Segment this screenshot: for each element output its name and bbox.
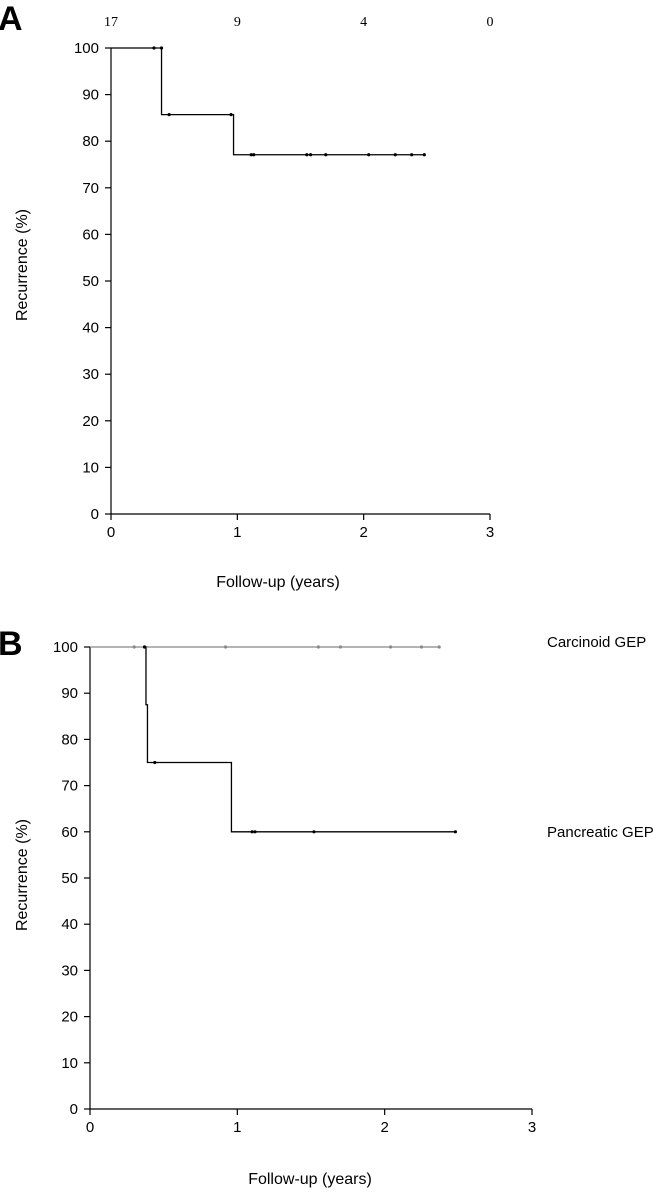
censor-mark	[453, 830, 457, 834]
y-tick-label: 50	[61, 870, 78, 887]
panel-a-x-axis-title: Follow-up (years)	[216, 574, 340, 591]
censor-mark	[142, 645, 147, 649]
y-tick-label: 0	[91, 506, 99, 523]
panel-b: B 0 10 20 30 40 50 60 70 80 90 100 0 1 2 3 Carcinoid G…	[0, 625, 654, 1188]
series-line-series-0	[111, 47, 425, 156]
censor-mark	[223, 645, 228, 649]
y-tick-label: 100	[53, 639, 78, 656]
number-at-risk-label: 9	[234, 15, 241, 30]
y-tick-label: 20	[82, 413, 99, 430]
censor-mark	[309, 153, 313, 157]
censor-mark	[167, 113, 171, 117]
panel-b-x-axis-title: Follow-up (years)	[248, 1171, 372, 1188]
censor-mark	[153, 760, 157, 765]
censor-mark	[324, 153, 328, 157]
censor-mark	[388, 645, 393, 649]
panel-b-series-labels: Carcinoid GEP Pancreatic GEP	[547, 634, 654, 841]
panel-a-plot: 0 10 20 30 40 50 60 70 80 90 100 0 1 2 3	[74, 40, 494, 541]
censor-mark	[249, 153, 253, 157]
censor-mark	[252, 153, 256, 157]
y-tick-label: 40	[61, 916, 78, 933]
panel-a-label: A	[0, 0, 23, 38]
panel-a-y-axis-title: Recurrence (%)	[14, 209, 31, 321]
y-tick-label: 10	[61, 1055, 78, 1072]
y-tick-label: 60	[82, 226, 99, 243]
y-tick-label: 100	[74, 40, 99, 57]
x-tick-label: 0	[107, 524, 115, 541]
number-at-risk-label: 4	[360, 15, 367, 30]
panel-b-plot: 0 10 20 30 40 50 60 70 80 90 100 0 1 2 3	[53, 639, 536, 1136]
censor-mark	[316, 645, 320, 649]
censor-mark	[367, 153, 371, 157]
y-tick-label: 70	[61, 778, 78, 795]
y-tick-label: 70	[82, 180, 99, 197]
y-tick-label: 60	[61, 824, 78, 841]
y-tick-label: 90	[61, 685, 78, 702]
y-tick-label: 20	[61, 1009, 78, 1026]
x-tick-label: 2	[380, 1119, 388, 1136]
censor-mark	[393, 153, 397, 157]
y-tick-label: 30	[82, 366, 99, 383]
censor-mark	[419, 645, 424, 649]
censor-mark	[422, 153, 426, 157]
y-tick-label: 90	[82, 87, 99, 104]
y-tick-label: 80	[61, 731, 78, 748]
censor-mark	[229, 113, 233, 117]
y-tick-label: 80	[82, 133, 99, 150]
censor-mark	[437, 645, 441, 649]
censor-mark	[253, 830, 257, 834]
censor-mark	[159, 46, 164, 50]
panel-b-y-axis-title: Recurrence (%)	[14, 819, 31, 931]
number-at-risk-row: 17 9 4 0	[104, 15, 494, 30]
y-tick-label: 10	[82, 459, 99, 476]
censor-mark	[312, 830, 316, 834]
y-tick-label: 50	[82, 273, 99, 290]
y-tick-label: 0	[70, 1101, 78, 1118]
censor-mark	[132, 645, 136, 649]
x-tick-label: 2	[359, 524, 367, 541]
censor-mark	[338, 645, 343, 649]
censor-mark	[305, 153, 309, 157]
number-at-risk-label: 0	[487, 15, 494, 30]
number-at-risk-label: 17	[104, 15, 118, 30]
series-line-pancreatic-gep	[144, 646, 456, 833]
censor-mark	[250, 830, 254, 834]
x-tick-label: 1	[233, 1119, 241, 1136]
x-tick-label: 3	[486, 524, 494, 541]
series-label-pancreatic: Pancreatic GEP	[547, 824, 654, 841]
x-tick-label: 1	[233, 524, 241, 541]
series-label-carcinoid: Carcinoid GEP	[547, 634, 646, 651]
panel-b-label: B	[0, 625, 23, 663]
y-tick-label: 30	[61, 962, 78, 979]
censor-mark	[152, 46, 156, 50]
x-tick-label: 0	[86, 1119, 94, 1136]
y-tick-label: 40	[82, 320, 99, 337]
censor-mark	[410, 153, 414, 157]
x-tick-label: 3	[528, 1119, 536, 1136]
